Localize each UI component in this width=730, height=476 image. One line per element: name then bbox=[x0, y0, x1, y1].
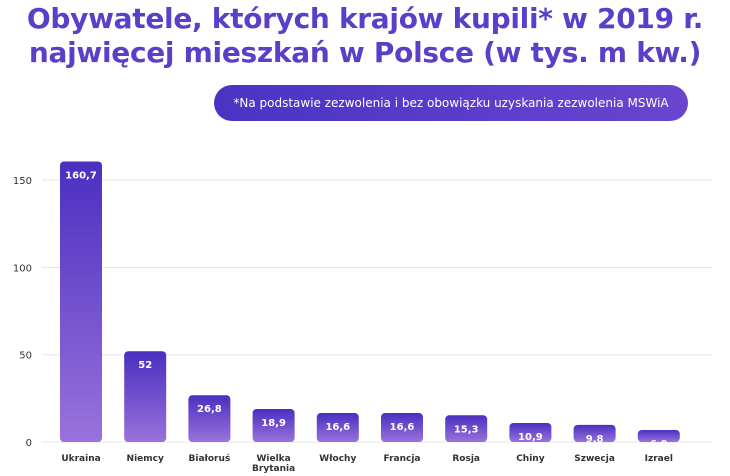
chart-title: Obywatele, których krajów kupili* w 2019… bbox=[0, 2, 730, 70]
x-tick-label-10: Izrael bbox=[645, 454, 673, 464]
bar-7 bbox=[445, 415, 488, 442]
x-tick-label-9: Szwecja bbox=[574, 454, 615, 464]
x-tick-label-3: Białoruś bbox=[189, 453, 231, 464]
bar-3 bbox=[188, 395, 231, 442]
x-tick-label-6: Francja bbox=[384, 454, 421, 464]
x-tick-label-5: Włochy bbox=[319, 454, 356, 464]
y-tick-label-100: 100 bbox=[13, 263, 32, 274]
chart-title-line2: najwięcej mieszkań w Polsce (w tys. m kw… bbox=[28, 36, 702, 69]
y-tick-label-150: 150 bbox=[13, 176, 32, 187]
bars-layer bbox=[60, 161, 680, 443]
value-label-5: 16,6 bbox=[325, 422, 350, 433]
bar-10 bbox=[637, 429, 680, 442]
chart-title-line1: Obywatele, których krajów kupili* w 2019… bbox=[26, 2, 704, 35]
value-label-4: 18,9 bbox=[261, 418, 286, 429]
x-tick-label-2: Niemcy bbox=[127, 454, 164, 464]
y-tick-label-0: 0 bbox=[26, 438, 32, 449]
x-tick-label-7: Rosja bbox=[452, 454, 480, 464]
bar-9 bbox=[573, 424, 616, 442]
value-label-9: 9,8 bbox=[586, 434, 604, 445]
value-label-6: 16,6 bbox=[390, 422, 415, 433]
value-label-3: 26,8 bbox=[197, 404, 222, 415]
x-tick-label-4: Wielka Brytania bbox=[252, 454, 295, 474]
y-tick-label-50: 50 bbox=[19, 351, 32, 362]
bar-6 bbox=[381, 413, 423, 442]
labels-layer: 0 50 100 150 160,7 Ukraina 52 Niemcy 26,8 Białoru… bbox=[13, 171, 673, 474]
value-label-7: 15,3 bbox=[454, 424, 479, 435]
x-tick-label-1: Ukraina bbox=[61, 454, 100, 464]
value-label-2: 52 bbox=[138, 360, 152, 371]
value-label-1: 160,7 bbox=[65, 171, 97, 182]
value-label-10: 6,9 bbox=[650, 439, 668, 450]
footnote-pill: *Na podstawie zezwolenia i bez obowiązku… bbox=[214, 85, 688, 121]
bar-5 bbox=[316, 413, 359, 442]
bar-2 bbox=[124, 351, 167, 442]
bar-1 bbox=[60, 161, 102, 443]
bar-8 bbox=[509, 422, 552, 442]
x-tick-label-8: Chiny bbox=[516, 454, 545, 464]
value-label-8: 10,9 bbox=[518, 432, 543, 443]
bar-4 bbox=[252, 409, 295, 442]
